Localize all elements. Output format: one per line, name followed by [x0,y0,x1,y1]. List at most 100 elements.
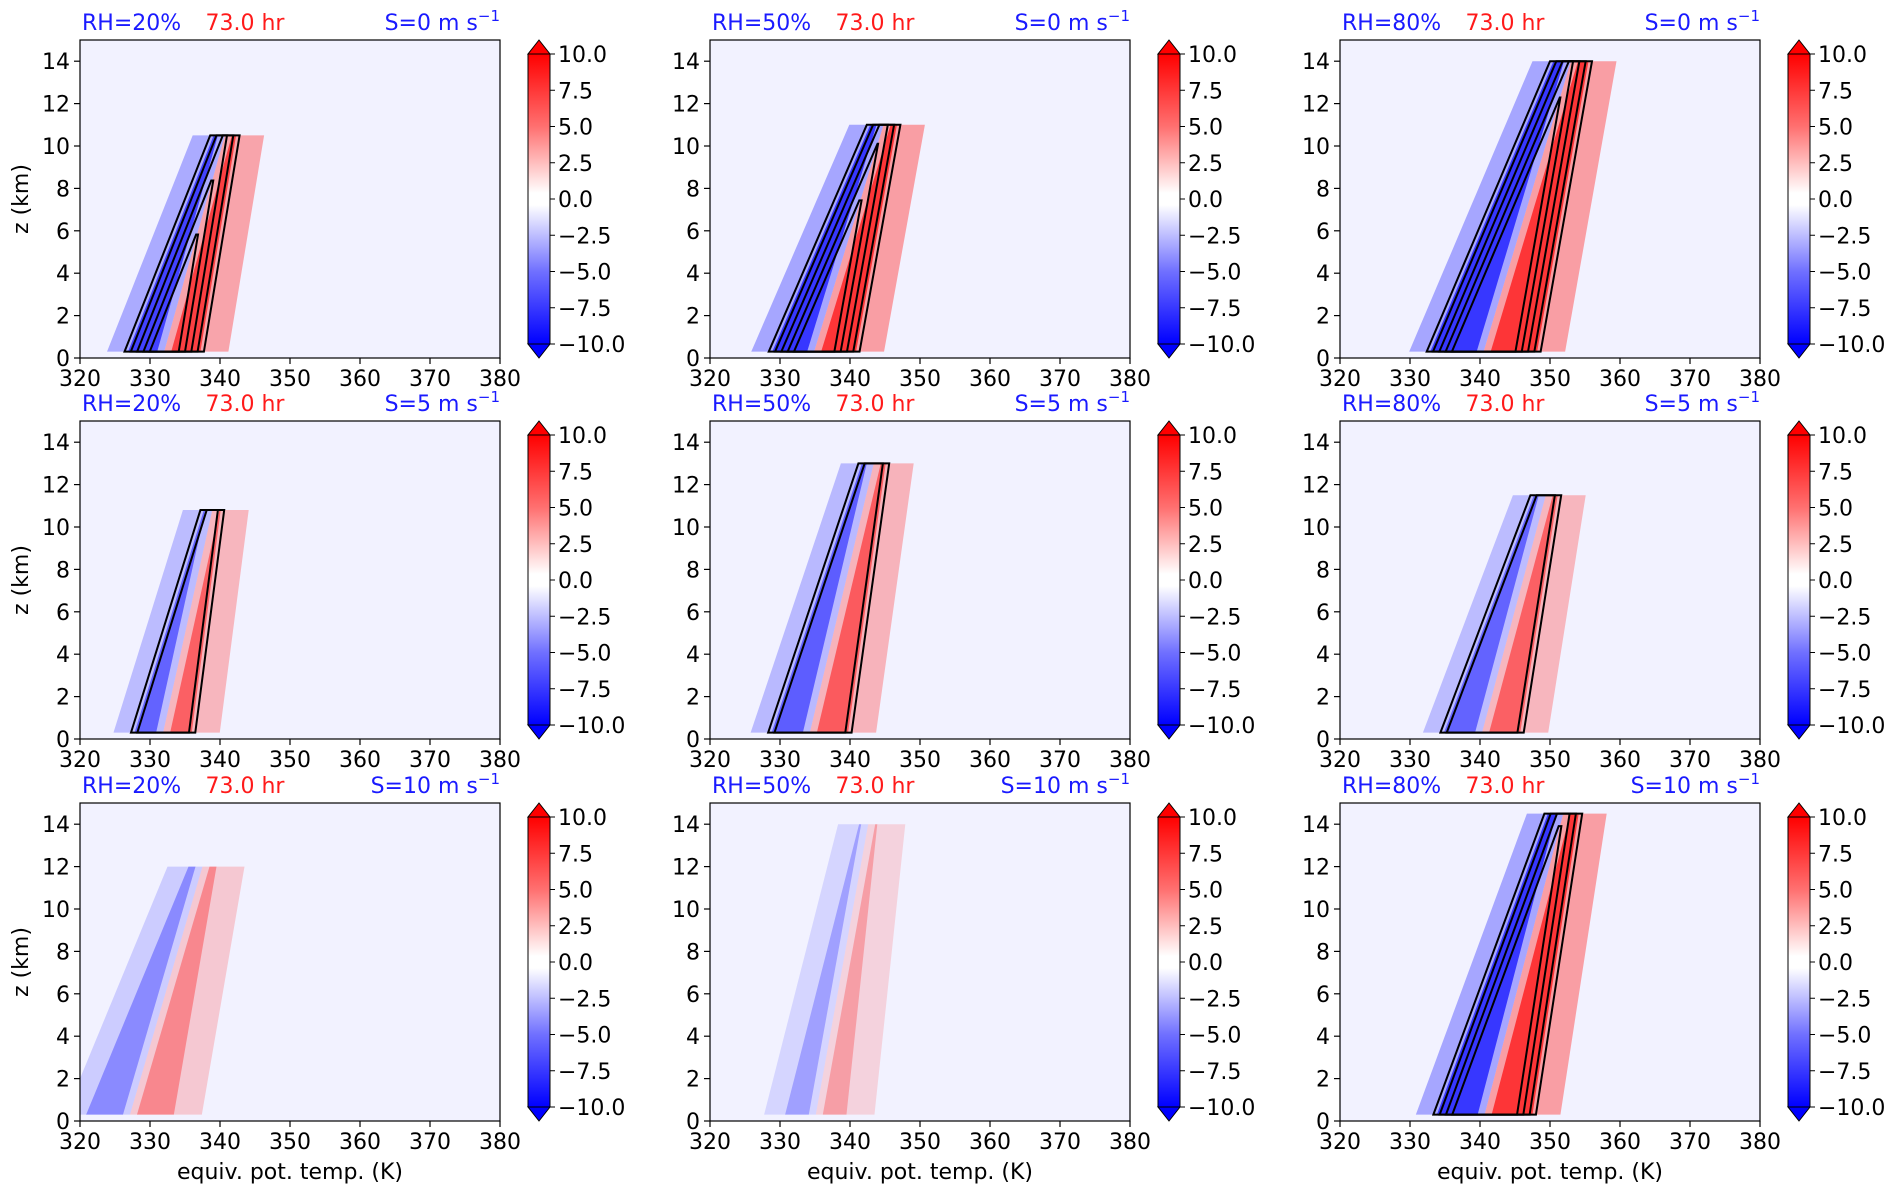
x-tick-label: 350 [269,748,311,773]
contour-line [792,199,863,353]
x-tick-label: 330 [759,367,801,392]
colorbar [1157,816,1181,1108]
contour-line [786,142,880,353]
rh-label: RH=20% [82,392,181,417]
colorbar-tick-label: 2.5 [1818,915,1853,940]
colorbar-tick-label: −7.5 [1818,1060,1871,1085]
shear-value: S=5 m s [1645,392,1738,417]
colorbar-tick-label: 5.0 [558,879,593,904]
x-tick-label: 370 [1039,367,1081,392]
x-tick-label: 320 [689,748,731,773]
y-tick-label: 4 [1316,643,1330,668]
colorbar-tick-label: 0.0 [558,951,593,976]
positive-core [822,824,878,1115]
positive-core [1489,495,1558,733]
colorbar [1787,434,1811,726]
y-tick-label: 8 [686,940,700,965]
colorbar-tick-label: 5.0 [1818,497,1853,522]
shear-unit-exponent: −1 [1108,7,1130,25]
colorbar [1157,434,1181,726]
x-tick-label: 360 [1599,367,1641,392]
panel-a: 320 330 340 350 360 370 380 0 2 4 6 8 10 12 14 z (km) RH… [9,7,625,392]
colorbar-tick-label: −5.0 [558,642,611,667]
colorbar-tick-label: 7.5 [1188,79,1223,104]
colorbar-tick-label: −10.0 [1818,1096,1885,1121]
x-tick-label: 350 [1529,367,1571,392]
contour-line [1450,96,1562,353]
y-tick-label: 8 [56,177,70,202]
colorbar-tick-label: 0.0 [1188,188,1223,213]
colorbar-tick-label: −5.0 [558,1024,611,1049]
y-tick-label: 8 [1316,177,1330,202]
x-tick-label: 370 [1669,1130,1711,1155]
rh-label: RH=50% [712,774,811,799]
y-tick-label: 2 [1316,305,1330,330]
shear-label: S=10 m s−1 [1631,770,1760,799]
shear-label: S=5 m s−1 [1015,388,1130,417]
y-tick-label: 2 [56,305,70,330]
x-tick-label: 360 [1599,1130,1641,1155]
y-tick-label: 8 [1316,558,1330,583]
y-tick-label: 4 [1316,262,1330,287]
colorbar-tick-label: −2.5 [1188,224,1241,249]
contour-line [129,509,226,734]
shear-label: S=5 m s−1 [1645,388,1760,417]
shear-unit-exponent: −1 [1738,388,1760,406]
colorbar-tick-label: 5.0 [558,116,593,141]
x-tick-label: 360 [339,1130,381,1155]
x-tick-label: 320 [689,1130,731,1155]
colorbar [527,434,551,726]
y-axis-label: z (km) [9,545,34,615]
time-label: 73.0 hr [836,392,916,417]
colorbar-tick-label: −7.5 [558,1060,611,1085]
colorbar-tick-label: 10.0 [1818,424,1867,449]
x-tick-label: 340 [1459,748,1501,773]
panel-d: 320 330 340 350 360 370 380 0 2 4 6 8 10 12 14 z (km) RH… [9,388,625,773]
panel-b: 320 330 340 350 360 370 380 0 2 4 6 8 10 12 14 RH=50% 73… [672,7,1255,392]
colorbar-tick-label: −2.5 [1818,224,1871,249]
x-tick-label: 350 [899,1130,941,1155]
x-tick-label: 330 [129,367,171,392]
colorbar [527,53,551,345]
colorbar-tick-label: −10.0 [1818,333,1885,358]
time-label: 73.0 hr [1466,392,1546,417]
x-tick-label: 380 [1109,367,1151,392]
x-tick-label: 320 [1319,367,1361,392]
x-tick-label: 350 [269,367,311,392]
x-tick-label: 360 [969,1130,1011,1155]
x-tick-label: 360 [1599,748,1641,773]
shear-unit-exponent: −1 [1738,7,1760,25]
shear-label: S=5 m s−1 [385,388,500,417]
contour-line [1431,812,1584,1116]
colorbar-tick-label: 0.0 [558,569,593,594]
y-tick-label: 4 [1316,1025,1330,1050]
colorbar-extend-min [1786,343,1812,359]
x-tick-label: 360 [969,748,1011,773]
colorbar-tick-label: 2.5 [1188,152,1223,177]
colorbar-tick-label: 10.0 [558,806,607,831]
field [750,462,914,734]
colorbar-tick-label: −10.0 [558,1096,625,1121]
colorbar-tick-label: 7.5 [1818,79,1853,104]
x-tick-label: 380 [1109,748,1151,773]
colorbar-extend-max [1156,802,1182,818]
negative-core [86,866,196,1115]
x-tick-label: 360 [339,367,381,392]
y-tick-label: 14 [672,50,700,75]
positive-anomaly [809,463,914,733]
y-tick-label: 6 [1316,983,1330,1008]
panel-h: 320 330 340 350 360 370 380 0 2 4 6 8 10 12 14 equiv. p… [672,770,1255,1185]
colorbar-tick-label: 5.0 [1188,879,1223,904]
shear-label: S=10 m s−1 [371,770,500,799]
y-tick-label: 14 [1302,431,1330,456]
y-tick-label: 10 [672,516,700,541]
x-axis-label: equiv. pot. temp. (K) [807,1160,1033,1185]
time-label: 73.0 hr [836,11,916,36]
contour-line [1431,60,1587,353]
x-tick-label: 380 [1739,1130,1781,1155]
colorbar-extend-min [1786,724,1812,740]
x-tick-label: 330 [759,748,801,773]
y-tick-label: 4 [686,262,700,287]
field [1422,494,1586,734]
contour-line [1438,812,1578,1116]
